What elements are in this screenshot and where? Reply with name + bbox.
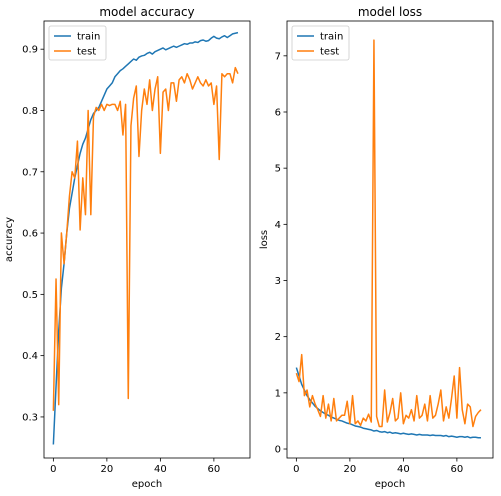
y-axis-label-1: loss <box>259 230 270 249</box>
series-line-0-1 <box>52 66 239 411</box>
y-tick-label-1-0: 0 <box>275 445 281 456</box>
y-tick-label-1-3: 3 <box>275 276 281 287</box>
y-axis-label-0: accuracy <box>4 217 15 262</box>
chart-1: 0 20 40 60 0 1 2 3 4 5 6 7 model loss epoch loss train t… <box>259 5 494 490</box>
y-tick-label-0-2: 0.5 <box>22 290 38 301</box>
x-tick-label-1-0: 0 <box>293 464 299 475</box>
y-tick-label-0-0: 0.3 <box>22 412 38 423</box>
x-tick-label-1-1: 20 <box>344 464 357 475</box>
chart-0: 0 20 40 60 0.3 0.4 0.5 0.6 0.7 0.8 0.9 model accura… <box>4 5 251 490</box>
y-tick-label-0-1: 0.4 <box>22 351 38 362</box>
y-tick-label-1-5: 5 <box>275 164 281 175</box>
x-axis-label-0: epoch <box>132 479 162 490</box>
y-tick-label-0-3: 0.6 <box>22 229 38 240</box>
legend-label-0-1: test <box>77 47 96 58</box>
x-tick-label-0-0: 0 <box>50 464 56 475</box>
legend-label-0-0: train <box>77 32 100 43</box>
x-axis-label-1: epoch <box>375 479 405 490</box>
axes-frame-0 <box>43 20 251 459</box>
legend-label-1-0: train <box>320 32 343 43</box>
legend-label-1-1: test <box>320 47 339 58</box>
chart-title-0: model accuracy <box>99 5 194 19</box>
chart-title-1: model loss <box>358 5 422 19</box>
x-tick-label-1-2: 40 <box>397 464 410 475</box>
y-tick-label-1-7: 7 <box>275 51 281 62</box>
x-tick-label-0-2: 40 <box>154 464 167 475</box>
y-tick-label-0-6: 0.9 <box>22 45 38 56</box>
y-tick-label-1-1: 1 <box>275 388 281 399</box>
y-tick-label-1-2: 2 <box>275 332 281 343</box>
x-tick-label-0-1: 20 <box>101 464 114 475</box>
x-tick-label-0-3: 60 <box>208 464 221 475</box>
y-tick-label-1-4: 4 <box>275 220 281 231</box>
y-tick-label-1-6: 6 <box>275 107 281 118</box>
x-tick-label-1-3: 60 <box>451 464 464 475</box>
y-tick-label-0-4: 0.7 <box>22 167 38 178</box>
series-line-1-1 <box>295 39 482 428</box>
series-line-0-0 <box>52 31 239 445</box>
y-tick-label-0-5: 0.8 <box>22 106 38 117</box>
axes-frame-1 <box>286 20 494 459</box>
